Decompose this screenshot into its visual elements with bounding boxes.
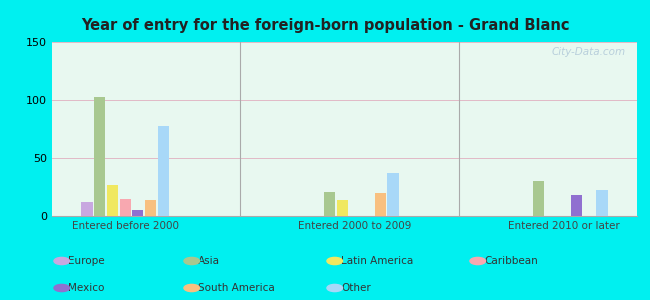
Text: Asia: Asia xyxy=(198,256,220,266)
Bar xyxy=(324,192,335,216)
Bar xyxy=(145,200,156,216)
Bar xyxy=(107,185,118,216)
Bar xyxy=(132,210,144,216)
Text: Other: Other xyxy=(341,283,371,293)
Bar xyxy=(571,195,582,216)
Text: Year of entry for the foreign-born population - Grand Blanc: Year of entry for the foreign-born popul… xyxy=(81,18,569,33)
Bar xyxy=(94,97,105,216)
Text: Latin America: Latin America xyxy=(341,256,413,266)
Bar xyxy=(81,202,93,216)
Text: Mexico: Mexico xyxy=(68,283,105,293)
Bar xyxy=(157,125,169,216)
Bar xyxy=(375,193,386,216)
Bar xyxy=(596,190,608,216)
Text: Europe: Europe xyxy=(68,256,105,266)
Bar xyxy=(120,199,131,216)
Text: City-Data.com: City-Data.com xyxy=(551,47,625,57)
Text: Caribbean: Caribbean xyxy=(484,256,538,266)
Bar xyxy=(533,181,544,216)
Text: South America: South America xyxy=(198,283,275,293)
Bar xyxy=(387,173,398,216)
Bar xyxy=(337,200,348,216)
